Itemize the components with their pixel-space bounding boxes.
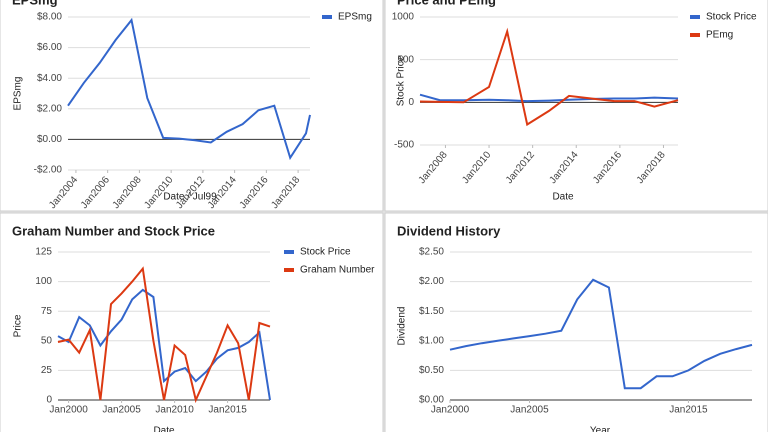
series-line <box>57 266 271 404</box>
y-tick-label: $2.00 <box>37 103 62 114</box>
y-tick-label: 75 <box>41 306 53 317</box>
y-tick-label: $0.00 <box>37 134 62 145</box>
y-tick-label: 1000 <box>392 12 415 23</box>
legend-label: Stock Price <box>300 247 351 258</box>
legend-swatch <box>690 15 700 19</box>
y-tick-label: 125 <box>35 247 52 258</box>
x-axis-title: Year <box>590 426 611 432</box>
y-tick-label: $6.00 <box>37 42 62 53</box>
y-tick-label: 25 <box>41 365 53 376</box>
chart-title: Dividend History <box>397 223 501 238</box>
legend-swatch <box>284 268 294 272</box>
x-tick-label: Jan2015 <box>669 405 708 416</box>
y-axis-title: Dividend <box>397 307 408 346</box>
legend-label: PEmg <box>706 30 733 41</box>
y-axis-title: Price <box>13 314 24 337</box>
y-tick-label: $1.50 <box>419 306 444 317</box>
series-line <box>419 93 679 103</box>
y-tick-label: $2.50 <box>419 247 444 258</box>
x-tick-label: Jan2000 <box>49 405 88 416</box>
y-tick-label: 500 <box>397 54 414 65</box>
x-axis-title: Date <box>153 426 175 432</box>
y-tick-label: -$2.00 <box>34 165 63 176</box>
y-tick-label: -500 <box>394 140 414 151</box>
y-tick-label: $0.50 <box>419 365 444 376</box>
series-line <box>449 278 753 390</box>
y-tick-label: $4.00 <box>37 73 62 84</box>
panel <box>384 0 768 212</box>
y-axis-title: Stock Price <box>396 55 407 106</box>
legend-swatch <box>322 15 332 19</box>
y-tick-label: 0 <box>408 97 414 108</box>
y-tick-label: 50 <box>41 335 53 346</box>
y-tick-label: $2.00 <box>419 276 444 287</box>
x-tick-label: Jan2005 <box>102 405 141 416</box>
chart-title: EPSmg <box>12 0 58 7</box>
panel <box>0 0 384 212</box>
x-axis-title: Date <box>552 192 574 203</box>
legend-label: Graham Number <box>300 265 375 276</box>
y-tick-label: 100 <box>35 276 52 287</box>
y-axis-title: EPSmg <box>13 77 24 111</box>
x-tick-label: Jan2015 <box>208 405 247 416</box>
x-axis-title: Date / Jul99 <box>163 192 217 203</box>
y-tick-label: $8.00 <box>37 12 62 23</box>
y-tick-label: $1.00 <box>419 335 444 346</box>
chart-title: Price and PEmg <box>397 0 496 7</box>
legend-label: EPSmg <box>338 12 372 23</box>
legend-swatch <box>690 33 700 37</box>
series-line <box>419 27 679 127</box>
legend-swatch <box>284 250 294 254</box>
x-tick-label: Jan2000 <box>431 405 470 416</box>
y-tick-label: $0.00 <box>419 395 444 406</box>
y-tick-label: 0 <box>46 395 52 406</box>
panel <box>384 212 768 432</box>
x-tick-label: Jan2010 <box>155 405 194 416</box>
x-tick-label: Jan2005 <box>510 405 549 416</box>
series-line <box>67 17 311 161</box>
panel <box>0 212 384 432</box>
chart-title: Graham Number and Stock Price <box>12 223 215 238</box>
legend-label: Stock Price <box>706 12 757 23</box>
series-line <box>57 288 271 401</box>
